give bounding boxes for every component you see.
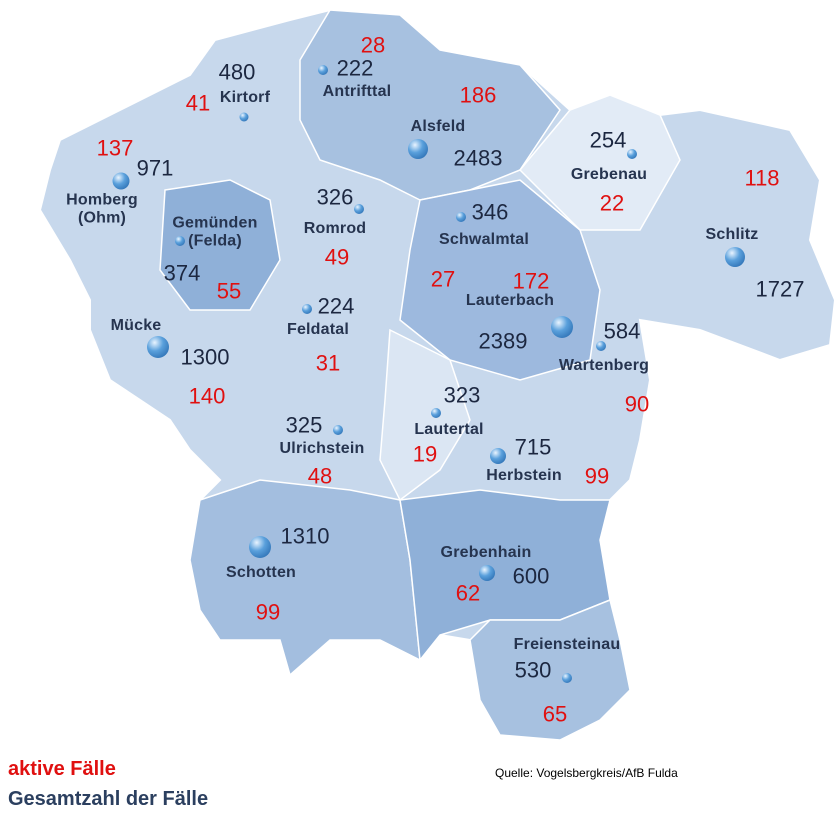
town-name: Kirtorf <box>219 88 271 106</box>
town-name: Wartenberg <box>558 356 650 374</box>
active-cases: 65 <box>542 701 568 727</box>
active-cases: 49 <box>324 244 350 270</box>
town-name: Schlitz <box>705 225 759 243</box>
active-cases: 140 <box>188 383 226 409</box>
town-name: Antrifttal <box>322 82 392 100</box>
total-cases: 325 <box>285 412 323 438</box>
active-cases: 55 <box>216 278 242 304</box>
total-cases: 584 <box>603 318 641 344</box>
active-cases: 28 <box>360 32 386 58</box>
total-cases: 971 <box>136 155 174 181</box>
town-dot <box>456 212 466 222</box>
region-lauterbach <box>399 179 601 381</box>
total-cases: 2389 <box>478 328 528 354</box>
town-name: Grebenhain <box>440 543 532 561</box>
total-cases: 254 <box>589 127 627 153</box>
region-grebenau <box>518 94 681 231</box>
town-dot <box>333 425 343 435</box>
region-lautertal <box>379 328 471 502</box>
town-name: Mücke <box>110 316 162 334</box>
active-cases: 90 <box>624 391 650 417</box>
total-cases: 2483 <box>453 145 503 171</box>
town-dot <box>490 448 506 464</box>
active-cases: 137 <box>96 135 134 161</box>
total-cases: 346 <box>471 199 509 225</box>
town-name: Grebenau <box>570 165 648 183</box>
town-dot <box>147 336 169 358</box>
active-cases: 19 <box>412 441 438 467</box>
total-cases: 1727 <box>755 276 805 302</box>
town-name: Schotten <box>225 563 297 581</box>
total-cases: 323 <box>443 382 481 408</box>
town-dot <box>175 236 185 246</box>
total-cases: 715 <box>514 434 552 460</box>
legend-active: aktive Fälle <box>8 758 116 780</box>
town-dot <box>239 112 249 122</box>
town-dot <box>551 316 573 338</box>
town-dot <box>354 204 364 214</box>
active-cases: 22 <box>599 190 625 216</box>
town-dot <box>318 65 328 75</box>
active-cases: 48 <box>307 463 333 489</box>
town-name: Homberg (Ohm) <box>66 191 138 227</box>
town-dot <box>596 341 606 351</box>
active-cases: 99 <box>255 599 281 625</box>
region-freiensteinau <box>469 598 631 741</box>
town-name: Herbstein <box>486 466 562 484</box>
active-cases: 62 <box>455 580 481 606</box>
active-cases: 41 <box>185 90 211 116</box>
town-name: Schwalmtal <box>438 230 530 248</box>
town-name: Feldatal <box>286 320 350 338</box>
active-cases: 31 <box>315 350 341 376</box>
town-name: Ulrichstein <box>279 439 365 457</box>
region-schotten <box>189 479 421 677</box>
town-dot <box>249 536 271 558</box>
total-cases: 530 <box>514 657 552 683</box>
total-cases: 1310 <box>280 523 330 549</box>
total-cases: 224 <box>317 293 355 319</box>
total-cases: 1300 <box>180 344 230 370</box>
active-cases: 27 <box>430 266 456 292</box>
town-dot <box>431 408 441 418</box>
town-name: Lauterbach <box>465 291 555 309</box>
total-cases: 222 <box>336 55 374 81</box>
town-name: Alsfeld <box>410 117 466 135</box>
town-name: Romrod <box>303 219 367 237</box>
active-cases: 118 <box>744 165 780 191</box>
total-cases: 374 <box>163 260 201 286</box>
town-dot <box>479 565 495 581</box>
total-cases: 600 <box>512 563 550 589</box>
legend-total: Gesamtzahl der Fälle <box>8 788 209 810</box>
town-dot <box>725 247 745 267</box>
town-dot <box>562 673 572 683</box>
active-cases: 186 <box>459 82 497 108</box>
town-dot <box>302 304 312 314</box>
town-dot <box>112 172 130 190</box>
active-cases: 172 <box>512 268 550 294</box>
town-name: Lautertal <box>414 420 484 438</box>
town-name: Gemünden (Felda) <box>172 214 258 250</box>
town-dot <box>408 139 428 159</box>
source-note: Quelle: Vogelsbergkreis/AfB Fulda <box>495 766 678 780</box>
active-cases: 99 <box>584 463 610 489</box>
town-name: Freiensteinau <box>513 635 621 653</box>
town-dot <box>627 149 637 159</box>
region-gemuenden <box>159 179 281 311</box>
total-cases: 480 <box>218 59 256 85</box>
total-cases: 326 <box>316 184 354 210</box>
